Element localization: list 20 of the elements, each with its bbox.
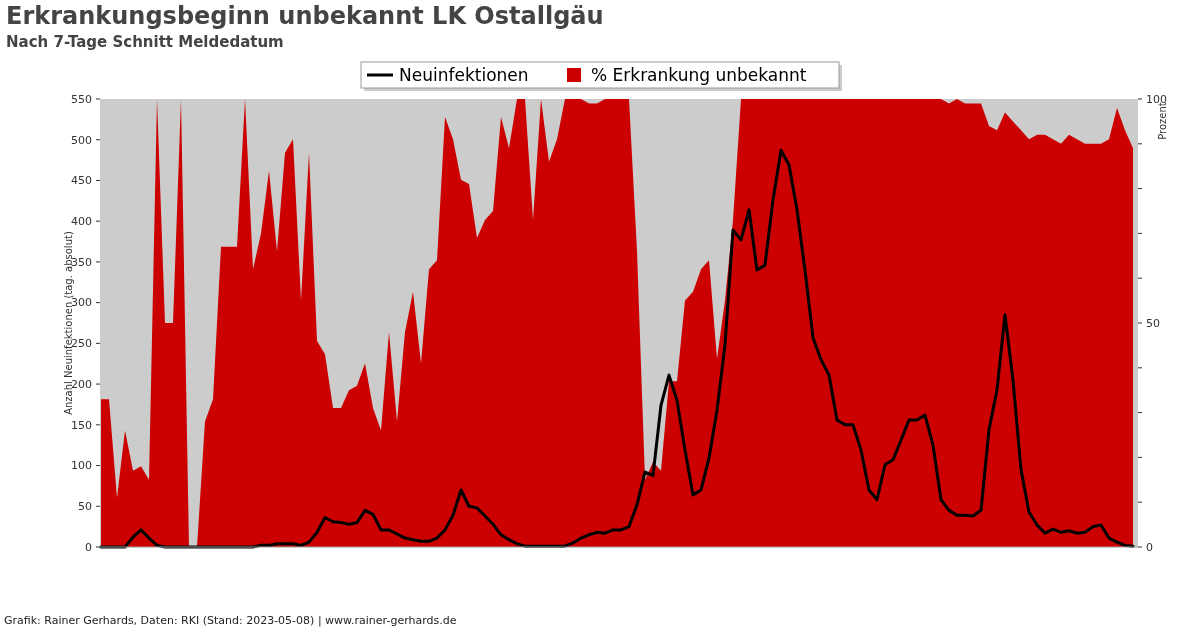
text: Grafik: Rainer Gerhards, Daten: RKI (Stand: 2023-05-08) | www.rainer-gerhards.de (4, 614, 457, 627)
y2-tick-label: 0 (1146, 540, 1153, 554)
y-tick-label: 200 (71, 377, 92, 391)
y-tick-label: 500 (71, 133, 92, 147)
chart-title: Erkrankungsbeginn unbekannt LK Ostallgäu (6, 2, 604, 30)
y-tick-label: 450 (71, 174, 92, 188)
legend-label: % Erkrankung unbekannt (591, 65, 807, 85)
y-tick-label: 400 (71, 215, 92, 229)
y2-axis-title: Prozent (1157, 102, 1168, 140)
y-tick-label: 250 (71, 337, 92, 351)
y-tick-label: 300 (71, 296, 92, 310)
legend-label: Neuinfektionen (399, 65, 529, 85)
y-tick-label: 350 (71, 255, 92, 269)
y2-tick-label: 50 (1146, 316, 1160, 330)
y-tick-label: 550 (71, 92, 92, 106)
y-tick-label: 50 (78, 500, 92, 514)
chart-subtitle: Nach 7-Tage Schnitt Meldedatum (6, 33, 284, 51)
y-tick-label: 150 (71, 418, 92, 432)
y-tick-label: 100 (71, 459, 92, 473)
y-tick-label: 0 (85, 540, 92, 554)
